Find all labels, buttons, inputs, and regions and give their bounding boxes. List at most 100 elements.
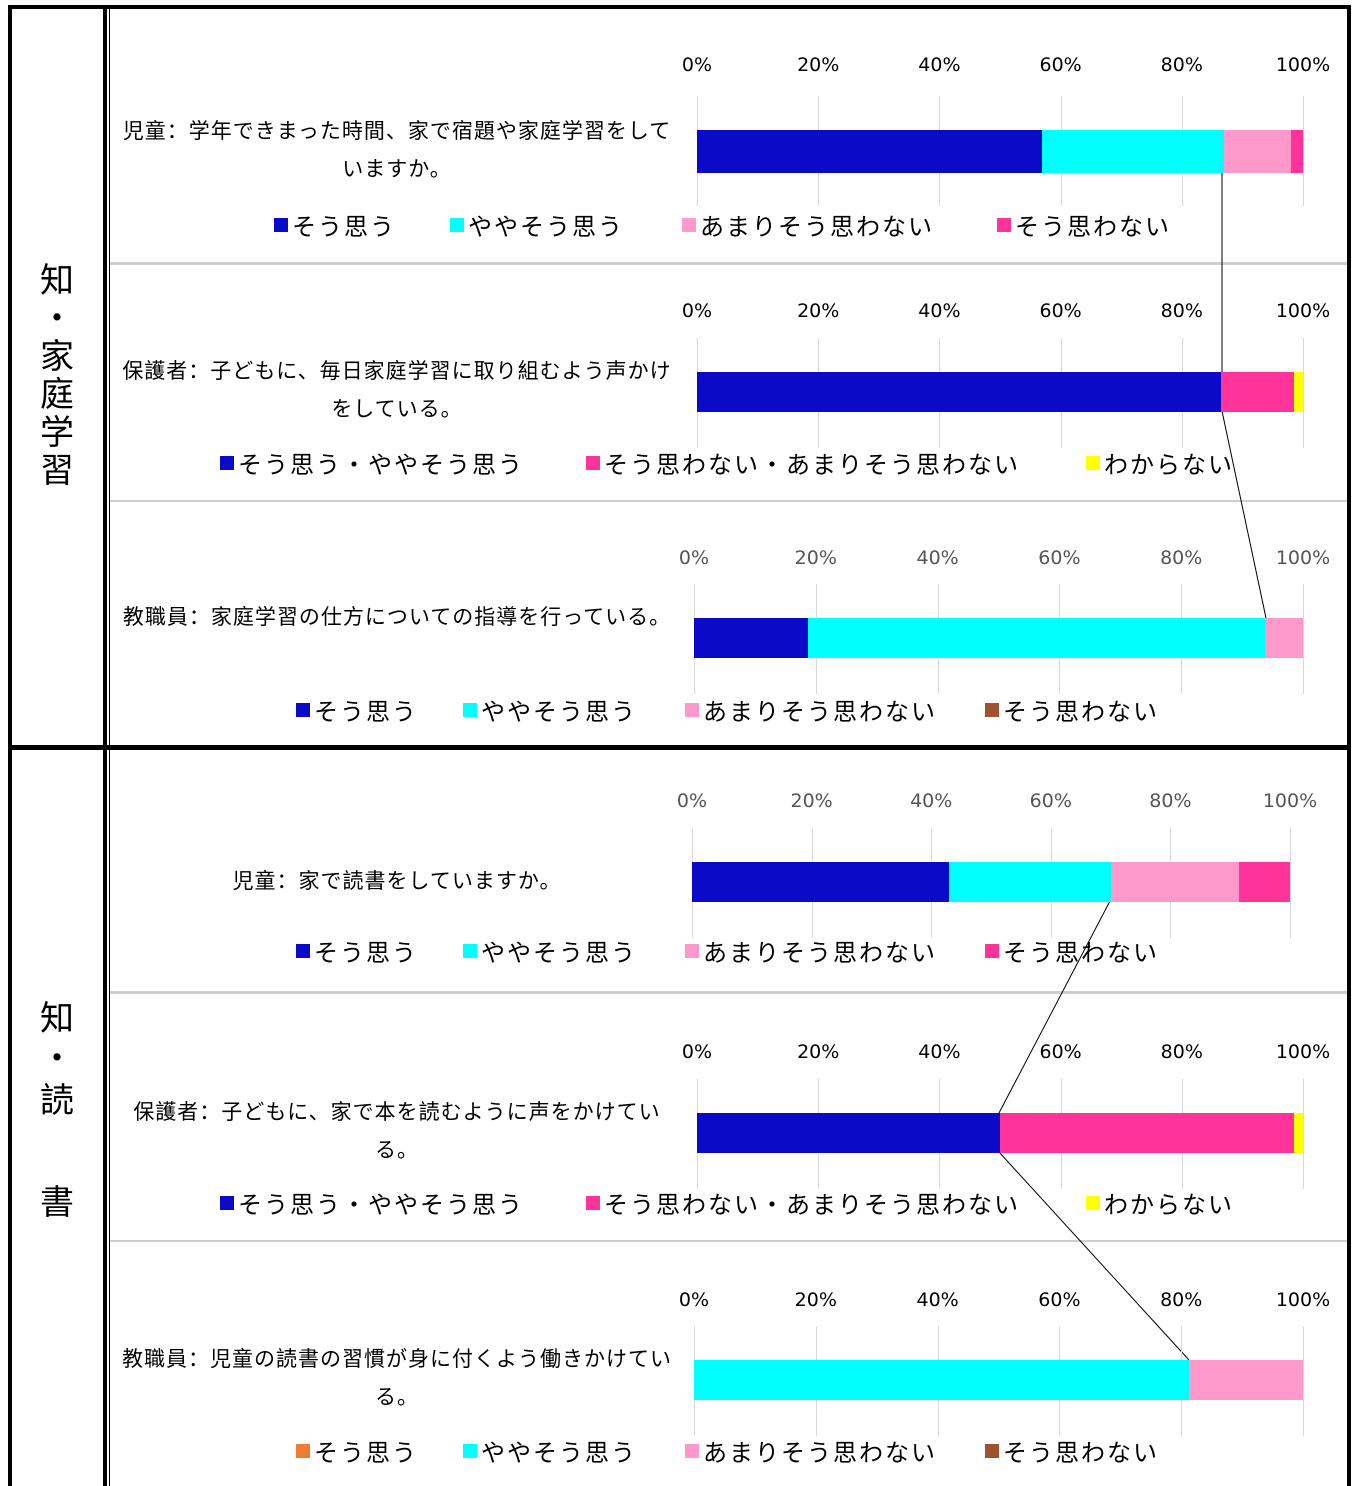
gridline [1303,1079,1304,1189]
legend-label: そう思わない [1003,939,1159,967]
legend-item: そう思う [296,933,418,968]
legend-swatch [682,217,696,232]
legend-swatch [450,217,464,232]
axis-tick-label: 100% [1275,547,1331,569]
legend-swatch [1086,1195,1100,1210]
legend-label: そう思わない [1015,213,1171,241]
legend-label: そう思う [292,213,396,241]
axis-tick-label: 20% [790,790,833,812]
section-label-reading: 知 ・ 読 書 [14,1000,100,1222]
section-label-char: 庭 [40,375,74,415]
legend-swatch [586,1195,600,1210]
legend-swatch [463,1443,477,1458]
axis-tick-label: 80% [1149,790,1192,812]
bar-segment [1042,130,1225,173]
legend-swatch [463,943,477,958]
bar-segment [692,862,950,902]
bar-segment [1264,618,1303,658]
legend-item: ややそう思う [463,1433,637,1468]
section-label-char: 知 [40,261,74,301]
axis-tick-label: 80% [1160,547,1203,569]
question-text: 児童：学年できまった時間、家で宿題や家庭学習をしていますか。 [122,119,672,181]
bar-segment [697,1113,1000,1153]
axis-tick-label: 60% [1029,790,1072,812]
legend-swatch [985,1443,999,1458]
bar-segment [949,862,1111,902]
bar-segment [1290,130,1303,173]
question-text: 保護者：子どもに、毎日家庭学習に取り組むよう声かけをしている。 [122,359,672,421]
legend-swatch [296,1443,310,1458]
section-label-char: 家 [40,337,74,377]
table-border-top [8,5,1351,9]
axis-tick-label: 40% [918,300,961,322]
axis-tick-label: 60% [1039,54,1082,76]
axis-tick-label: 0% [678,547,710,569]
legend-label: そう思わない [1003,1439,1159,1467]
question-text: 保護者：子どもに、家で本を読むように声をかけている。 [133,1100,661,1162]
legend-swatch [997,217,1011,232]
legend-item: そう思う [296,1433,418,1468]
axis-tick-label: 0% [681,54,713,76]
legend-label: ややそう思う [481,698,637,726]
section-label-char: 習 [40,451,74,491]
axis-tick-label: 100% [1275,54,1331,76]
axis-tick-label: 80% [1160,300,1203,322]
section-label-char: 知 [40,999,74,1039]
section-label-char: 書 [40,1183,74,1223]
axis-tick-label: 60% [1039,1041,1082,1063]
legend-item: そう思わない・あまりそう思わない [586,445,1020,480]
bar-segment [1110,862,1240,902]
legend-swatch [463,702,477,717]
row-divider [110,1240,1347,1242]
section-divider [8,745,1351,750]
axis-tick-label: 60% [1039,300,1082,322]
legend-item: あまりそう思わない [685,1433,937,1468]
bar-segment [1293,372,1303,412]
axis-tick-label: 40% [916,1289,959,1311]
legend-swatch [685,1443,699,1458]
axis-tick-label: 20% [797,300,840,322]
legend-item: あまりそう思わない [685,933,937,968]
legend-label: あまりそう思わない [703,698,937,726]
legend-swatch [220,1195,234,1210]
legend-label: そう思う・ややそう思う [238,1191,524,1219]
legend-label: あまりそう思わない [703,1439,937,1467]
legend-label: そう思う [314,1439,418,1467]
legend-swatch [685,943,699,958]
legend-item: あまりそう思わない [685,692,937,727]
legend-label: ややそう思う [481,1439,637,1467]
bar-segment [808,618,1265,658]
bar-segment [1188,1360,1303,1400]
legend-swatch [586,455,600,470]
question-text: 児童：家で読書をしていますか。 [232,869,562,893]
section-label-char: ・ [40,1039,74,1079]
axis-tick-label: 0% [681,300,713,322]
legend-label: わからない [1104,451,1234,479]
gridline [1290,828,1291,938]
bar-segment [1224,130,1291,173]
legend-swatch [985,943,999,958]
legend-item: そう思わない [997,207,1171,242]
axis-tick-label: 40% [918,1041,961,1063]
legend-swatch [296,702,310,717]
axis-tick-label: 80% [1160,1289,1203,1311]
axis-tick-label: 80% [1160,1041,1203,1063]
bar-segment [697,372,1222,412]
axis-tick-label: 100% [1262,790,1318,812]
axis-tick-label: 100% [1275,1041,1331,1063]
legend-item: ややそう思う [450,207,624,242]
section-label-char: ・ [40,299,74,339]
axis-tick-label: 80% [1160,54,1203,76]
legend-item: そう思う・ややそう思う [220,445,524,480]
bar-segment [1239,862,1290,902]
legend-item: そう思う・ややそう思う [220,1185,524,1220]
legend-label: あまりそう思わない [703,939,937,967]
legend-swatch [220,455,234,470]
row-divider [110,262,1347,265]
axis-tick-label: 20% [794,1289,837,1311]
legend-swatch [274,217,288,232]
legend-label: あまりそう思わない [700,213,934,241]
legend-item: そう思わない [985,692,1159,727]
legend-item: わからない [1086,1185,1234,1220]
